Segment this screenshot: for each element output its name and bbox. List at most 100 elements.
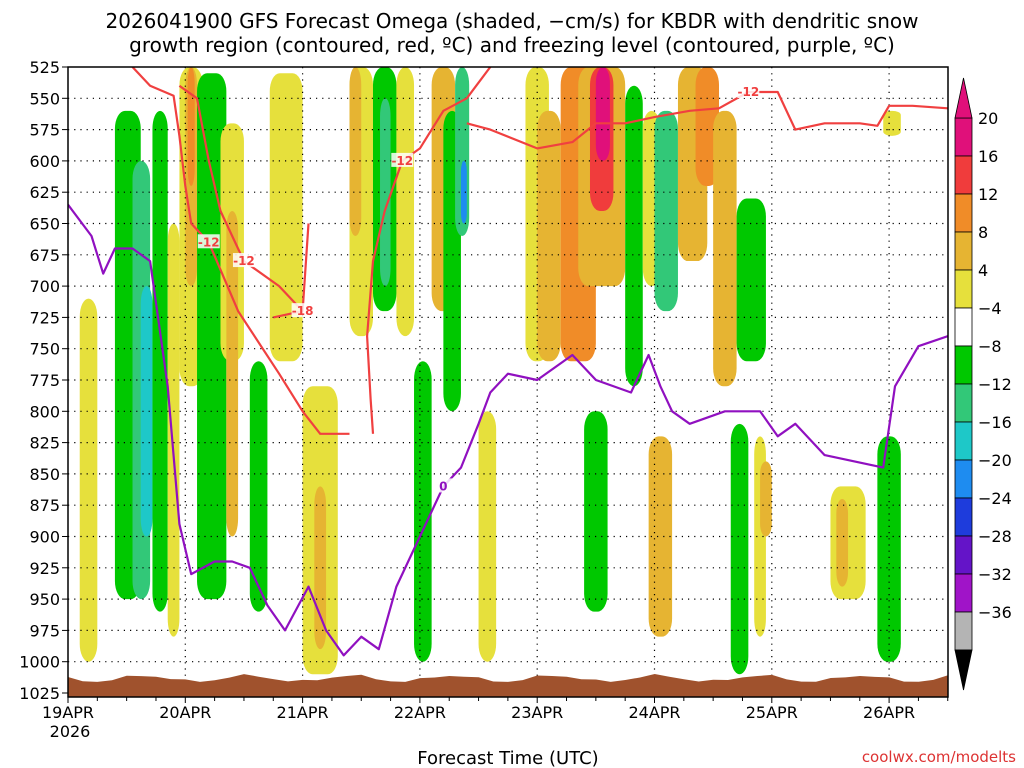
colorbar-segment <box>954 269 973 309</box>
x-tick-label: 22APR <box>394 703 446 722</box>
terrain-fill <box>68 674 948 697</box>
y-tick-label: 975 <box>29 621 60 640</box>
dgz-contour-label: -12 <box>233 254 255 268</box>
omega-shade-region <box>460 160 467 224</box>
omega-shade-region <box>883 110 901 136</box>
y-tick-label: 850 <box>29 465 60 484</box>
colorbar-label: 16 <box>978 147 998 166</box>
omega-shade-region <box>625 85 643 387</box>
x-year-label: 2026 <box>50 722 91 741</box>
colorbar-label: −32 <box>978 565 1012 584</box>
colorbar-label: −36 <box>978 603 1012 622</box>
colorbar: 20 16 12 8 4 −4 −8 −12 −16 −20 −24 −28 −32 −36 <box>954 77 1012 691</box>
x-axis: 19APR 20APR 21APR 22APR 23APR 24APR 25APR 26APR <box>42 697 949 722</box>
colorbar-bottom-arrow <box>954 649 973 691</box>
dgz-contour-label: -12 <box>198 235 220 249</box>
y-tick-label: 925 <box>29 559 60 578</box>
y-tick-label: 1025 <box>19 684 60 703</box>
colorbar-label: −16 <box>978 413 1012 432</box>
colorbar-label: −24 <box>978 489 1012 508</box>
chart-title-line2: growth region (contoured, red, ºC) and f… <box>129 33 895 57</box>
colorbar-label: 20 <box>978 109 998 128</box>
freezing-level-contour-label: 0 <box>439 479 447 493</box>
omega-shade-region <box>187 67 195 186</box>
x-tick-label: 19APR <box>42 703 94 722</box>
omega-shade-region <box>396 67 415 337</box>
y-tick-label: 650 <box>29 215 60 234</box>
omega-shade-region <box>79 298 98 662</box>
colorbar-segment <box>954 421 973 461</box>
dgz-contour-label-bg <box>737 84 760 99</box>
y-tick-label: 600 <box>29 152 60 171</box>
colorbar-segment <box>954 573 973 613</box>
omega-shade-region <box>713 110 737 387</box>
omega-shade-region <box>730 423 749 675</box>
colorbar-segment <box>954 535 973 575</box>
plot-area: -12 -12 -12 -18 -12 0 <box>67 66 949 698</box>
omega-shade-region <box>736 198 766 362</box>
omega-shade-region <box>269 73 303 362</box>
dgz-contour-label: -18 <box>292 304 314 318</box>
freezing-level-contour-label-bg <box>432 478 455 493</box>
colorbar-label: −12 <box>978 375 1012 394</box>
omega-shade-region <box>595 67 610 161</box>
y-axis: 525 550 575 600 625 650 675 700 725 750 775 800 825 8… <box>19 58 68 703</box>
y-tick-label: 700 <box>29 277 60 296</box>
x-tick-label: 26APR <box>863 703 915 722</box>
y-tick-label: 800 <box>29 402 60 421</box>
dgz-contour-label-bg <box>232 253 255 268</box>
dgz-contour <box>131 67 350 435</box>
omega-shade-region <box>152 110 168 612</box>
y-tick-label: 825 <box>29 434 60 453</box>
colorbar-segment <box>954 193 973 233</box>
colorbar-label: 4 <box>978 261 988 280</box>
colorbar-segment <box>954 383 973 423</box>
colorbar-segment <box>954 307 973 347</box>
colorbar-top-arrow <box>954 77 973 119</box>
x-tick-label: 24APR <box>628 703 680 722</box>
colorbar-segment <box>954 345 973 385</box>
omega-shade-region <box>584 411 608 612</box>
colorbar-label: −8 <box>978 337 1002 356</box>
omega-shade-region <box>648 436 673 637</box>
colorbar-label: −4 <box>978 299 1002 318</box>
y-tick-label: 900 <box>29 528 60 547</box>
x-axis-title: Forecast Time (UTC) <box>417 748 598 768</box>
colorbar-segment <box>954 497 973 537</box>
omega-shade-region <box>167 223 180 637</box>
y-tick-label: 775 <box>29 371 60 390</box>
y-tick-label: 725 <box>29 308 60 327</box>
y-tick-label: 750 <box>29 340 60 359</box>
credit-text: coolwx.com/modelts <box>862 748 1016 766</box>
dgz-contour-label: -12 <box>391 154 413 168</box>
colorbar-segment <box>954 459 973 499</box>
omega-shade-region <box>537 110 561 362</box>
colorbar-segment <box>954 155 973 195</box>
y-tick-label: 525 <box>29 58 60 77</box>
dgz-contour-label-bg <box>197 234 220 249</box>
omega-shade-region <box>249 361 268 612</box>
omega-shade-region <box>349 67 362 237</box>
dgz-contour-label-bg <box>291 303 314 318</box>
omega-shade-region <box>877 436 901 662</box>
colorbar-label: 12 <box>978 185 998 204</box>
x-tick-label: 20APR <box>159 703 211 722</box>
x-tick-label: 25APR <box>746 703 798 722</box>
colorbar-label: −20 <box>978 451 1012 470</box>
y-tick-label: 950 <box>29 590 60 609</box>
y-tick-label: 550 <box>29 89 60 108</box>
colorbar-segment <box>954 611 973 651</box>
y-tick-label: 625 <box>29 183 60 202</box>
omega-shade-region <box>654 110 678 312</box>
omega-shade-region <box>414 361 432 662</box>
y-tick-label: 875 <box>29 496 60 515</box>
colorbar-label: 8 <box>978 223 988 242</box>
dgz-contour <box>366 67 492 434</box>
y-tick-label: 675 <box>29 246 60 265</box>
colorbar-label: −28 <box>978 527 1012 546</box>
omega-shade-region <box>836 498 849 587</box>
x-tick-label: 21APR <box>277 703 329 722</box>
dgz-contour-label-bg <box>391 152 414 167</box>
colorbar-segment <box>954 231 973 271</box>
